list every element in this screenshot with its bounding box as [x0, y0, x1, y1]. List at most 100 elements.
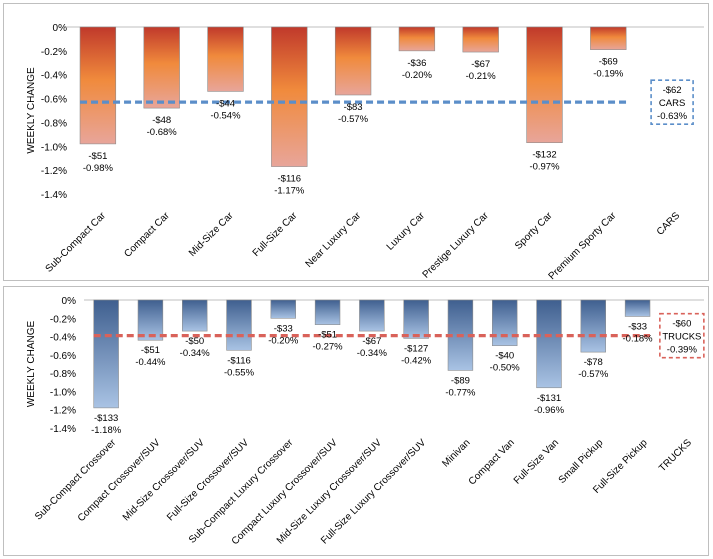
data-label-percent: -0.20%	[268, 335, 299, 346]
y-axis-label: WEEKLY CHANGE	[26, 67, 37, 154]
bar-compact-van	[492, 299, 518, 347]
bar-premium-sporty-car	[590, 26, 627, 50]
data-label-dollar: -$116	[227, 355, 251, 366]
data-label-percent: -0.27%	[313, 342, 344, 353]
y-tick-label: -0.6%	[50, 351, 76, 362]
category-label: Sporty Car	[513, 210, 555, 252]
average-name-label: CARS	[659, 98, 685, 109]
y-tick-label: -0.8%	[50, 369, 76, 380]
y-tick-label: -1.0%	[50, 387, 76, 398]
data-label-percent: -1.18%	[91, 425, 122, 436]
data-label-dollar: -$50	[185, 336, 204, 347]
data-label-dollar: -$89	[451, 375, 470, 386]
bar-compact-car	[143, 26, 180, 109]
category-label: Sub-Compact Car	[44, 210, 109, 275]
data-label-dollar: -$36	[407, 58, 426, 69]
bar-sub-compact-crossover	[93, 299, 119, 409]
data-label-dollar: -$51	[318, 330, 337, 341]
data-label-dollar: -$33	[628, 321, 647, 332]
category-label: Prestige Luxury Car	[421, 210, 492, 280]
data-label-dollar: -$51	[141, 345, 160, 356]
average-percent-label: -0.63%	[657, 111, 688, 122]
data-label-percent: -0.68%	[147, 127, 178, 138]
data-label-percent: -0.20%	[402, 70, 433, 81]
y-tick-label: -0.2%	[50, 314, 76, 325]
data-label-percent: -0.57%	[338, 114, 369, 125]
data-label-dollar: -$67	[362, 336, 381, 347]
y-tick-label: 0%	[62, 296, 77, 307]
data-label-dollar: -$44	[216, 98, 235, 109]
bar-mid-size-luxury-crossover-suv	[359, 299, 385, 332]
data-label-percent: -0.98%	[83, 163, 114, 174]
cars-chart: WEEKLY CHANGE 0% -0.2% -0.4% -0.6% -0.8% -1.0%…	[26, 23, 704, 280]
bar-full-size-luxury-crossover-suv	[403, 299, 429, 339]
data-label-percent: -0.34%	[180, 348, 211, 359]
category-label: Compact Van	[467, 437, 517, 487]
data-label-dollar: -$132	[532, 150, 556, 161]
category-label: Luxury Car	[385, 210, 428, 253]
data-label-dollar: -$127	[404, 343, 428, 354]
data-label-dollar: -$116	[278, 174, 302, 185]
y-tick-label: -1.4%	[41, 190, 67, 201]
data-label-percent: -0.18%	[623, 333, 654, 344]
data-label-dollar: -$131	[537, 393, 561, 404]
bar-full-size-car	[271, 26, 308, 167]
y-tick-label: -0.4%	[50, 333, 76, 344]
bar-full-size-pickup	[624, 299, 651, 317]
category-label: Mid-Size Crossover/SUV	[121, 437, 207, 523]
average-name-label: TRUCKS	[662, 332, 701, 343]
data-label-dollar: -$133	[94, 413, 118, 424]
data-label-dollar: -$33	[274, 323, 293, 334]
category-label: Mid-Size Car	[187, 210, 236, 259]
y-tick-label: -0.2%	[41, 47, 67, 58]
bar-mid-size-car	[207, 26, 244, 92]
data-label-percent: -0.54%	[210, 110, 241, 121]
trucks-chart: WEEKLY CHANGE 0% -0.2% -0.4% -0.6% -0.8% -1.0%…	[26, 296, 705, 547]
trucks-chart-panel: WEEKLY CHANGE 0% -0.2% -0.4% -0.6% -0.8% -1.0%…	[3, 286, 709, 556]
average-percent-label: -0.39%	[667, 345, 698, 356]
category-label: Near Luxury Car	[304, 210, 364, 270]
bar-prestige-luxury-car	[462, 26, 499, 53]
category-label: Full-Size Car	[251, 210, 300, 259]
data-label-dollar: -$48	[152, 115, 171, 126]
category-label: Minivan	[440, 437, 472, 469]
bar-full-size-van	[536, 299, 562, 389]
y-tick-label: 0%	[53, 23, 68, 34]
category-label: Premium Sporty Car	[547, 210, 619, 280]
average-dollar-label: -$62	[663, 85, 682, 96]
bar-near-luxury-car	[334, 26, 372, 96]
y-tick-label: -1.4%	[50, 424, 76, 435]
cars-chart-panel: WEEKLY CHANGE 0% -0.2% -0.4% -0.6% -0.8% -1.0%…	[3, 3, 709, 281]
category-label: Compact Crossover/SUV	[76, 437, 163, 524]
category-label: Sub-Compact Crossover	[33, 437, 119, 523]
data-label-dollar: -$69	[599, 57, 618, 68]
y-tick-label: -1.2%	[50, 406, 76, 417]
y-axis-label: WEEKLY CHANGE	[26, 321, 37, 408]
bar-sub-compact-luxury-crossover	[270, 299, 296, 319]
y-tick-label: -0.4%	[41, 71, 67, 82]
bar-luxury-car	[398, 26, 436, 52]
data-label-percent: -0.44%	[135, 357, 166, 368]
data-label-dollar: -$40	[495, 351, 514, 362]
data-label-dollar: -$83	[344, 102, 363, 113]
data-label-percent: -0.19%	[593, 69, 624, 80]
category-label: TRUCKS	[657, 437, 694, 474]
data-label-dollar: -$78	[584, 357, 603, 368]
data-label-percent: -0.21%	[466, 71, 497, 82]
bar-small-pickup	[580, 299, 606, 353]
bar-full-size-crossover-suv	[226, 299, 252, 351]
bar-mid-size-crossover-suv	[182, 299, 208, 332]
category-label: CARS	[655, 210, 683, 238]
data-label-percent: -0.77%	[445, 387, 476, 398]
y-tick-label: -0.6%	[41, 95, 67, 106]
category-label: Compact Car	[122, 210, 172, 260]
data-label-dollar: -$67	[471, 59, 490, 70]
bar-compact-crossover-suv	[137, 299, 164, 341]
category-label: Full-Size Crossover/SUV	[165, 437, 251, 523]
average-box	[650, 79, 694, 125]
average-box	[659, 312, 705, 359]
category-label: Full-Size Van	[512, 437, 561, 486]
data-label-percent: -0.42%	[401, 355, 432, 366]
data-label-percent: -0.57%	[578, 369, 609, 380]
y-tick-label: -1.0%	[41, 142, 67, 153]
